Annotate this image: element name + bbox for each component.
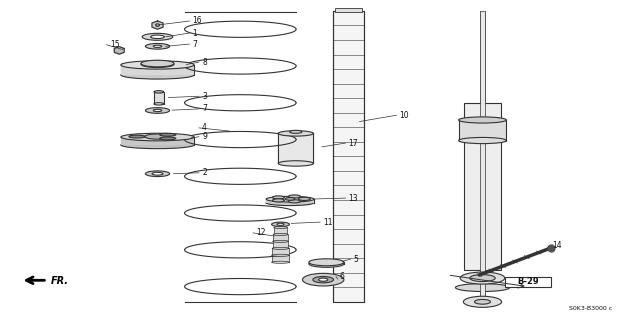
Bar bbox=[333, 11, 364, 302]
Bar bbox=[480, 11, 484, 299]
Ellipse shape bbox=[273, 199, 284, 202]
Ellipse shape bbox=[459, 137, 506, 144]
Polygon shape bbox=[152, 21, 163, 29]
Ellipse shape bbox=[273, 234, 288, 235]
Text: 16: 16 bbox=[193, 17, 202, 26]
Ellipse shape bbox=[156, 24, 159, 26]
Text: 9: 9 bbox=[202, 132, 207, 141]
Ellipse shape bbox=[273, 240, 289, 242]
Ellipse shape bbox=[273, 196, 284, 199]
Text: 6: 6 bbox=[339, 272, 344, 281]
Ellipse shape bbox=[150, 35, 164, 39]
Text: 11: 11 bbox=[323, 218, 333, 226]
Ellipse shape bbox=[121, 133, 194, 141]
Ellipse shape bbox=[160, 133, 176, 136]
Ellipse shape bbox=[309, 259, 344, 266]
Bar bbox=[273, 241, 289, 249]
Text: 1: 1 bbox=[193, 28, 197, 38]
Ellipse shape bbox=[160, 137, 176, 140]
Text: 14: 14 bbox=[552, 241, 562, 250]
Bar bbox=[121, 137, 194, 145]
Ellipse shape bbox=[141, 61, 174, 68]
Text: 3: 3 bbox=[202, 92, 207, 101]
Ellipse shape bbox=[285, 197, 295, 200]
Text: 10: 10 bbox=[399, 111, 409, 120]
Ellipse shape bbox=[145, 171, 170, 177]
Ellipse shape bbox=[274, 226, 287, 228]
Bar bbox=[121, 63, 194, 75]
Ellipse shape bbox=[313, 277, 333, 283]
Ellipse shape bbox=[141, 60, 174, 67]
Ellipse shape bbox=[289, 200, 300, 203]
Text: 5: 5 bbox=[354, 255, 358, 263]
Bar bbox=[271, 255, 289, 262]
Bar bbox=[459, 120, 506, 141]
Ellipse shape bbox=[290, 130, 302, 133]
Bar bbox=[335, 8, 362, 12]
Ellipse shape bbox=[271, 254, 289, 256]
Text: 13: 13 bbox=[349, 194, 358, 203]
Ellipse shape bbox=[271, 222, 289, 226]
Bar bbox=[154, 92, 164, 104]
Ellipse shape bbox=[459, 117, 506, 123]
Ellipse shape bbox=[319, 278, 328, 281]
Ellipse shape bbox=[271, 261, 289, 263]
Ellipse shape bbox=[277, 223, 284, 226]
Ellipse shape bbox=[152, 172, 163, 175]
Text: 7: 7 bbox=[193, 40, 197, 48]
Ellipse shape bbox=[309, 260, 344, 267]
Ellipse shape bbox=[145, 43, 170, 49]
Text: 4: 4 bbox=[202, 123, 207, 132]
Ellipse shape bbox=[121, 71, 194, 79]
Ellipse shape bbox=[463, 296, 502, 307]
Ellipse shape bbox=[460, 272, 505, 284]
Text: 8: 8 bbox=[202, 58, 207, 67]
Ellipse shape bbox=[121, 61, 194, 69]
Bar bbox=[278, 133, 314, 163]
Bar bbox=[272, 249, 289, 255]
Ellipse shape bbox=[145, 108, 170, 113]
Polygon shape bbox=[115, 47, 124, 54]
Ellipse shape bbox=[303, 273, 344, 286]
Ellipse shape bbox=[129, 135, 145, 138]
Bar bbox=[273, 234, 288, 241]
Ellipse shape bbox=[145, 134, 170, 139]
Ellipse shape bbox=[298, 197, 310, 200]
Ellipse shape bbox=[154, 103, 164, 105]
Ellipse shape bbox=[278, 131, 314, 136]
Ellipse shape bbox=[456, 284, 509, 292]
Ellipse shape bbox=[153, 45, 162, 48]
Bar bbox=[505, 277, 550, 286]
Ellipse shape bbox=[121, 141, 194, 149]
Bar bbox=[274, 227, 287, 234]
Text: 15: 15 bbox=[109, 40, 119, 49]
Ellipse shape bbox=[470, 275, 495, 282]
Ellipse shape bbox=[154, 91, 164, 93]
Ellipse shape bbox=[153, 109, 162, 112]
Ellipse shape bbox=[278, 161, 314, 166]
Ellipse shape bbox=[272, 247, 289, 249]
Ellipse shape bbox=[474, 300, 490, 304]
Ellipse shape bbox=[266, 196, 314, 202]
Text: 17: 17 bbox=[349, 138, 358, 148]
Text: 2: 2 bbox=[202, 168, 207, 177]
Text: 7: 7 bbox=[202, 104, 207, 113]
Text: S0K3-B3000 c: S0K3-B3000 c bbox=[569, 306, 612, 311]
Text: FR.: FR. bbox=[51, 276, 68, 286]
Ellipse shape bbox=[266, 200, 314, 205]
Text: 12: 12 bbox=[256, 228, 266, 237]
Bar bbox=[464, 103, 501, 270]
Text: B-29: B-29 bbox=[517, 278, 538, 286]
Ellipse shape bbox=[289, 195, 300, 198]
Ellipse shape bbox=[142, 33, 173, 40]
Bar bbox=[266, 199, 314, 203]
